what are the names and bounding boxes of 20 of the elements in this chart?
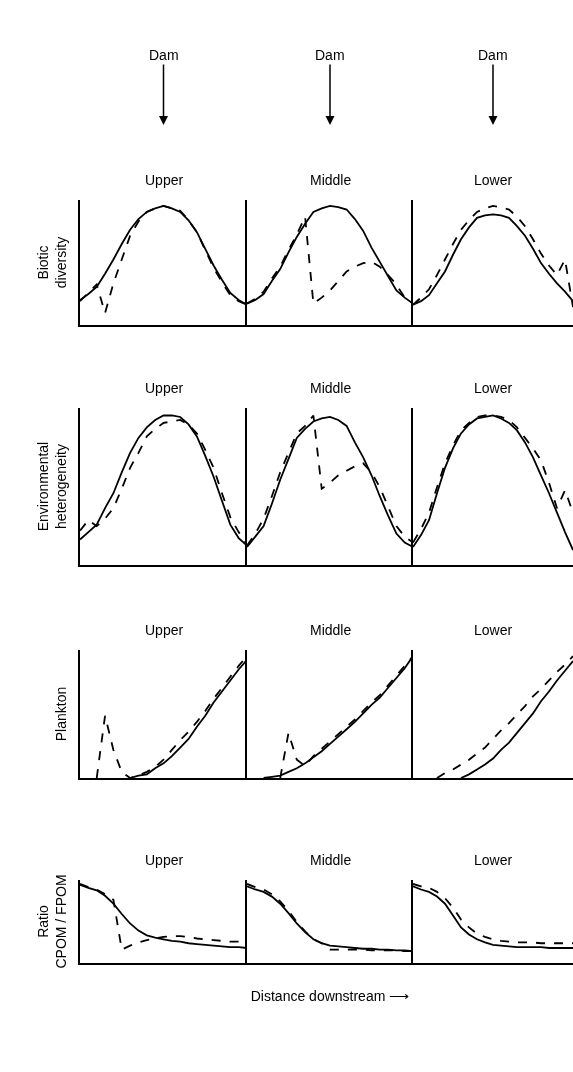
chart-title: Upper [145,380,184,396]
chart-title: Middle [310,852,352,868]
chart-title: Lower [474,622,513,638]
chart-title: Lower [474,852,513,868]
text: Dam [478,47,508,63]
y-axis-title: Environmental heterogeneity [35,441,70,532]
chart-title: Lower [474,172,513,188]
chart-title: Lower [474,380,513,396]
text: Dam [315,47,345,63]
y-axis-title: Ratio CPOM / FPOM [35,874,70,969]
chart-title: Middle [310,172,352,188]
text: Dam [149,47,179,63]
chart-title: Middle [310,380,352,396]
chart-title: Middle [310,622,352,638]
chart-title: Upper [145,852,184,868]
y-axis-title: Plankton [53,686,70,742]
x-axis-title: Distance downstream ⟶ [250,988,410,1005]
chart-title: Upper [145,172,184,188]
y-axis-title: Biotic diversity [35,236,70,289]
chart-title: Upper [145,622,184,638]
